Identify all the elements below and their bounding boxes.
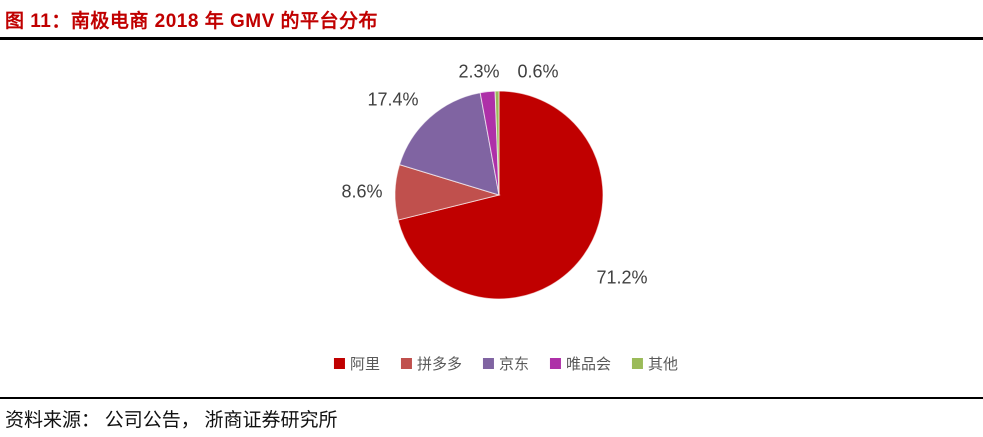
legend-swatch-ali — [333, 358, 345, 369]
footer-divider — [0, 397, 983, 399]
source-note: 资料来源： 公司公告， 浙商证券研究所 — [5, 410, 338, 431]
legend-label-pdd: 拼多多 — [416, 356, 462, 373]
pie-slice-其他 — [494, 90, 500, 196]
legend-label-vip: 唯品会 — [566, 356, 612, 373]
legend-label-jd: 京东 — [498, 356, 530, 373]
legend-label-other: 其他 — [648, 356, 679, 373]
legend-label-ali: 阿里 — [349, 356, 380, 373]
title-divider — [0, 37, 983, 40]
legend-swatch-vip — [550, 358, 562, 369]
legend-item-other: 其他 — [632, 353, 678, 374]
figure-title: 图 11：南极电商 2018 年 GMV 的平台分布 — [5, 11, 379, 32]
legend-swatch-pdd — [400, 358, 412, 369]
legend-item-pdd: 拼多多 — [400, 353, 462, 374]
legend-item-jd: 京东 — [482, 353, 530, 374]
label-vip-percent: 2.3% — [458, 61, 500, 82]
pie-slice-京东 — [398, 92, 500, 196]
legend-swatch-other — [632, 358, 644, 369]
chart-legend: 阿里 拼多多 京东 唯品会 其他 — [333, 353, 678, 374]
label-pdd-percent: 8.6% — [341, 181, 383, 202]
legend-swatch-jd — [482, 358, 494, 369]
label-ali-percent: 71.2% — [596, 267, 648, 288]
legend-item-vip: 唯品会 — [550, 353, 611, 374]
legend-item-ali: 阿里 — [333, 353, 380, 374]
label-other-percent: 0.6% — [517, 61, 559, 82]
label-jd-percent: 17.4% — [367, 89, 419, 110]
